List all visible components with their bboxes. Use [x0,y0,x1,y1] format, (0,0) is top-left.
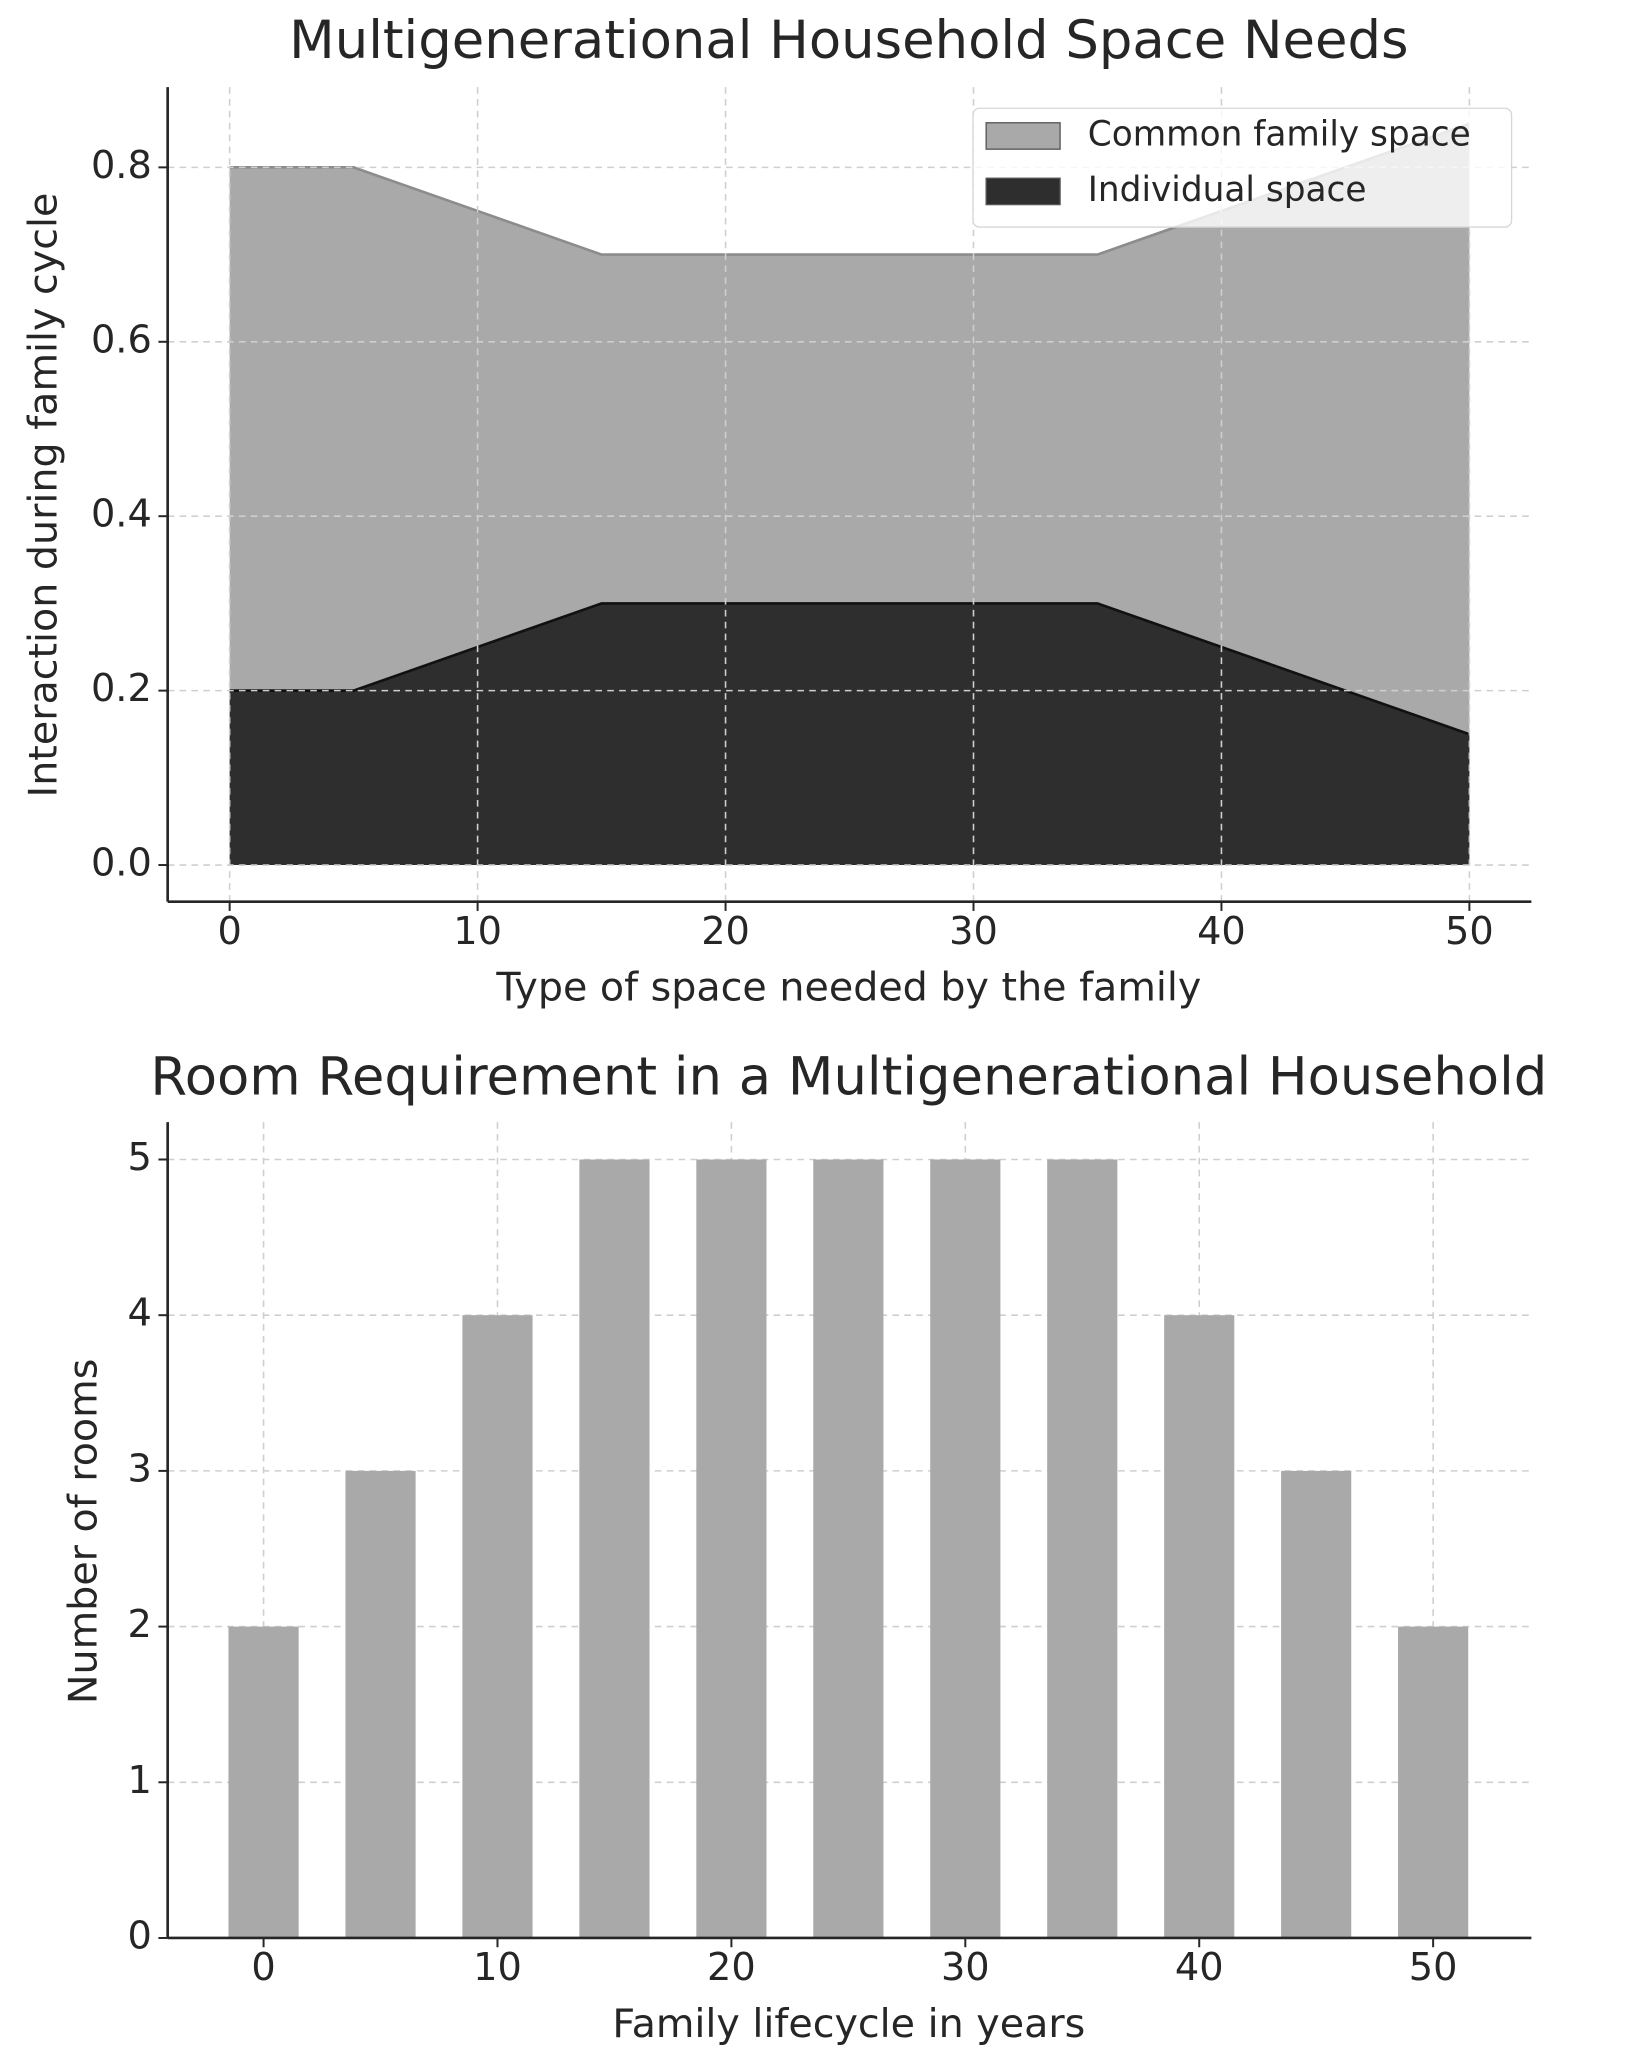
x-tick-label: 20 [707,1945,756,1990]
y-tick-label: 0.8 [91,143,152,188]
y-tick-label: 0.2 [91,666,152,711]
bar [1281,1470,1352,1938]
x-tick-label: 30 [949,909,998,954]
legend-label: Common family space [1088,114,1471,154]
bar [1047,1159,1118,1938]
bar [579,1159,650,1938]
legend-label: Individual space [1088,170,1367,210]
x-tick-label: 50 [1409,1945,1458,1990]
bar [696,1159,767,1938]
x-tick-label: 10 [473,1945,522,1990]
x-tick-label: 0 [217,909,241,954]
x-tick-label: 30 [941,1945,990,1990]
bar [1164,1315,1235,1938]
area-fill [229,603,1470,866]
y-tick-label: 2 [127,1602,151,1647]
legend-swatch [985,122,1061,150]
chart-title: Room Requirement in a Multigenerational … [150,1047,1547,1108]
x-tick-label: 0 [251,1945,275,1990]
x-axis-label: Type of space needed by the family [495,965,1201,1011]
bar [930,1159,1001,1938]
bar [462,1315,533,1938]
x-tick-label: 40 [1175,1945,1224,1990]
y-tick-label: 0.6 [91,317,152,362]
bar [1398,1626,1469,1938]
y-tick-label: 0.0 [91,841,152,886]
x-axis-label: Family lifecycle in years [612,2001,1085,2047]
legend-swatch [985,177,1061,206]
bar [228,1626,299,1938]
legend-box [972,107,1513,228]
x-tick-label: 40 [1197,909,1246,954]
x-tick-label: 20 [701,909,750,954]
y-tick-label: 1 [127,1758,151,1803]
y-tick-label: 3 [127,1446,151,1491]
x-tick-label: 10 [453,909,502,954]
bar [813,1159,884,1938]
bar [345,1470,416,1938]
y-tick-label: 5 [127,1135,151,1180]
y-axis-label: Interaction during family cycle [21,193,67,798]
chart-title: Multigenerational Household Space Needs [289,10,1408,71]
y-tick-label: 0 [127,1913,151,1958]
y-tick-label: 4 [127,1291,151,1336]
y-tick-label: 0.4 [91,492,152,537]
x-tick-label: 50 [1445,909,1494,954]
y-axis-label: Number of rooms [60,1359,106,1704]
